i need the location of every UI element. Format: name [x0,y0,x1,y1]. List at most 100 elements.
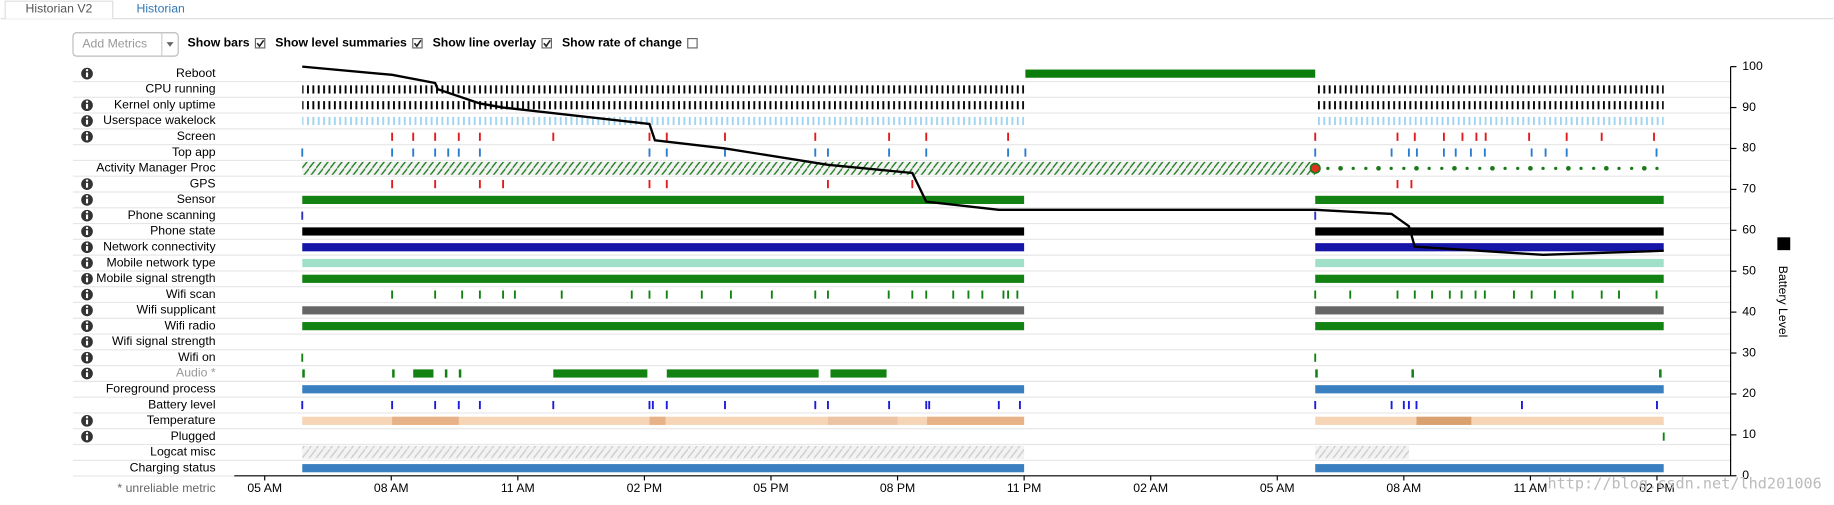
checkbox[interactable] [412,37,423,49]
bar-span [1315,274,1664,283]
checkbox-label[interactable]: Show bars [188,35,250,49]
event-tick [1442,148,1445,157]
event-tick [729,290,732,299]
event-dot [1579,166,1583,170]
info-icon[interactable] [81,367,93,380]
y-tick-label: 10 [1742,427,1756,441]
info-stem [85,356,89,362]
event-tick [887,290,890,299]
info-icon[interactable] [81,209,93,222]
checkbox[interactable] [541,37,553,49]
checkbox[interactable] [687,37,698,49]
event-tick [1461,132,1464,141]
event-tick [502,290,505,299]
event-tick [434,290,437,299]
checkbox-label[interactable]: Show rate of change [562,35,682,49]
info-icon[interactable] [81,272,93,285]
bar-span [553,369,648,378]
bar-span [302,306,1025,315]
checkbox-label[interactable]: Show line overlay [433,35,537,49]
event-tick [434,132,437,141]
info-icon[interactable] [81,225,93,238]
info-stem [85,230,89,235]
event-dot [1376,165,1381,171]
info-stem [85,214,89,220]
info-icon[interactable] [81,430,93,443]
row-label: Wifi signal strength [112,334,216,348]
info-stem [85,419,89,425]
info-dot [85,337,89,340]
event-tick [1483,290,1486,299]
event-tick [1402,400,1405,410]
event-tick [1600,132,1603,141]
info-stem [85,293,89,299]
event-tick [1018,400,1021,410]
info-icon[interactable] [81,99,93,112]
info-dot [85,431,89,435]
info-icon[interactable] [81,336,93,348]
info-stem [85,119,89,125]
event-tick [651,400,654,410]
info-icon[interactable] [81,320,93,332]
info-icon[interactable] [81,414,93,427]
event-tick [1565,132,1568,141]
info-icon[interactable] [81,288,93,301]
info-icon[interactable] [81,178,93,190]
event-tick [1390,148,1393,157]
x-tick-label: 08 AM [374,481,409,495]
event-tick [391,290,394,299]
event-tick [1413,132,1416,141]
info-icon[interactable] [81,115,93,127]
tab[interactable]: Historian [136,2,185,16]
span-color [649,416,666,425]
checkbox[interactable] [254,37,266,49]
event-tick [301,353,304,362]
info-icon[interactable] [81,194,93,206]
info-icon[interactable] [81,67,93,80]
event-tick [981,290,984,299]
tab[interactable]: Historian V2 [26,2,93,16]
info-icon[interactable] [81,130,93,143]
event-tick [888,400,891,410]
add-metrics-dropdown[interactable] [72,32,179,57]
info-icon[interactable] [81,241,93,254]
row-label: Logcat misc [150,445,215,459]
info-stem [85,277,89,283]
hatch-span [302,445,1025,459]
event-tick [1474,290,1477,299]
info-icon[interactable] [81,257,93,269]
event-tick [928,400,931,410]
info-dot [85,289,89,293]
info-dot [85,226,89,230]
x-tick-label: 05 AM [247,481,282,495]
info-dot [85,353,89,356]
event-tick [1349,290,1352,299]
checkbox-label[interactable]: Show level summaries [275,35,407,49]
row-label: Userspace wakelock [103,113,216,127]
y-tick-label: 50 [1742,263,1756,277]
event-tick [648,180,651,189]
span-color [1315,416,1664,425]
event-marker [1309,162,1321,174]
event-tick [827,148,829,157]
event-tick [888,132,891,141]
span-color [1416,416,1472,425]
event-tick [1314,290,1317,299]
event-tick [665,148,668,157]
bar-span [302,369,305,378]
info-icon[interactable] [81,304,93,317]
row-label: Wifi scan [166,287,216,301]
event-tick [1653,132,1655,141]
event-dot [1490,165,1495,171]
info-icon[interactable] [81,351,93,364]
event-tick [1600,290,1603,299]
event-tick [301,148,304,157]
event-tick [1530,290,1533,299]
hatch-span [302,161,1316,175]
info-dot [85,274,89,277]
event-tick [1007,132,1010,141]
event-tick [1024,148,1027,157]
bar-span [1315,464,1664,473]
event-tick [412,148,415,157]
event-tick [1656,400,1658,410]
